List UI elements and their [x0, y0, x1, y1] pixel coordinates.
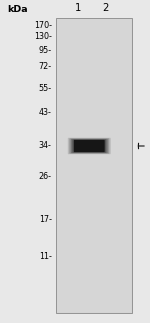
Text: 26-: 26-	[39, 172, 52, 181]
Text: 170-: 170-	[34, 21, 52, 30]
Text: 43-: 43-	[39, 108, 52, 117]
Text: 17-: 17-	[39, 215, 52, 224]
Text: 72-: 72-	[39, 62, 52, 71]
Text: 130-: 130-	[34, 32, 52, 41]
Text: 34-: 34-	[39, 141, 52, 150]
FancyBboxPatch shape	[74, 140, 105, 152]
FancyBboxPatch shape	[57, 19, 130, 312]
Text: kDa: kDa	[8, 5, 28, 14]
Text: 55-: 55-	[39, 84, 52, 93]
FancyBboxPatch shape	[68, 138, 111, 154]
FancyBboxPatch shape	[72, 139, 106, 153]
Text: 95-: 95-	[39, 46, 52, 55]
FancyBboxPatch shape	[69, 138, 109, 154]
FancyBboxPatch shape	[71, 139, 108, 153]
Text: 1: 1	[75, 3, 81, 13]
FancyBboxPatch shape	[56, 18, 132, 313]
Text: 11-: 11-	[39, 252, 52, 261]
Text: 2: 2	[102, 3, 108, 13]
